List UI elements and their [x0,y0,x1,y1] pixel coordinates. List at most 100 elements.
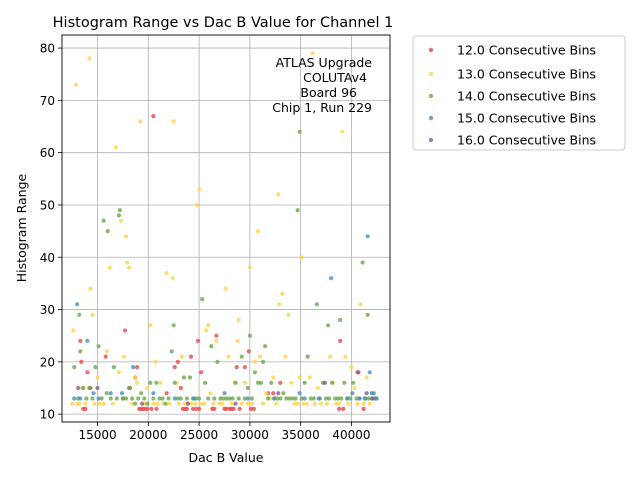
data-point [277,302,282,307]
data-point [278,396,283,401]
data-point [358,302,363,307]
data-point [131,365,136,370]
data-point [271,391,276,396]
annotation-line-4: Chip 1, Run 229 [272,100,372,115]
data-point [154,380,159,385]
data-point [190,406,196,411]
y-tick-label: 10 [40,408,55,422]
legend-label: 13.0 Consecutive Bins [457,67,596,82]
data-point [333,396,338,401]
data-point [204,328,209,333]
data-point [178,396,183,401]
data-point [367,401,372,406]
data-point [337,401,342,406]
data-point [75,302,80,307]
data-point [236,317,241,323]
legend-marker [428,115,434,121]
annotation-line-3: Board 96 [300,85,357,100]
data-point [233,380,238,385]
data-point [343,354,348,359]
data-point [119,391,124,396]
data-point [289,380,294,385]
data-point [110,401,115,406]
data-point [123,234,129,239]
data-point [218,396,223,401]
data-point [307,375,312,380]
scatter-points [70,51,379,411]
data-point [211,401,216,406]
data-point [84,396,89,401]
data-point [130,396,135,401]
data-point [170,276,175,281]
data-point [90,312,95,317]
data-point [233,401,238,406]
data-point [346,401,351,406]
y-tick-label: 50 [40,198,55,212]
data-point [160,396,165,401]
data-point [370,396,375,401]
data-point [249,396,254,401]
data-point [148,323,153,328]
data-point [199,401,204,406]
data-point [326,323,331,328]
legend-label: 12.0 Consecutive Bins [457,43,596,58]
data-point [224,406,229,411]
series-group [72,234,378,401]
data-point [145,401,150,406]
data-point [136,396,141,401]
x-tick-label: 30000 [231,428,269,442]
data-point [252,370,257,375]
data-point [120,396,125,401]
data-point [167,401,172,406]
data-point [365,234,370,239]
data-point [338,317,343,323]
data-point [77,401,82,406]
y-tick-label: 60 [40,146,55,160]
y-tick-label: 80 [40,42,55,56]
data-point [123,396,129,401]
data-point [295,208,300,213]
data-point [171,323,176,328]
data-point [78,396,83,401]
data-point [227,396,232,401]
data-point [314,302,319,307]
data-point [103,354,108,359]
annotation-line-2: COLUTAv4 [303,70,367,85]
data-point [236,396,241,401]
data-point [249,401,254,406]
data-point [77,312,82,317]
data-point [95,385,100,391]
y-tick-label: 70 [40,94,55,108]
data-point [92,401,97,406]
data-point [252,359,257,364]
data-point [345,396,350,401]
data-point [264,391,269,396]
legend-entry: 16.0 Consecutive Bins [428,133,596,148]
data-point [175,396,180,401]
data-point [226,354,231,359]
y-tick-label: 30 [40,303,55,317]
data-point [328,354,333,359]
data-point [90,396,95,401]
data-point [327,396,332,401]
axis-ticks: 15000 20000 25000 30000 35000 40000 10 20 30 40 50… [40,42,371,442]
data-point [367,370,372,375]
data-point [157,396,162,401]
data-point [138,119,143,124]
data-point [323,396,329,401]
y-tick-label: 20 [40,355,55,369]
data-point [96,344,101,349]
data-point [362,396,367,401]
data-point [185,401,190,406]
data-point [149,406,154,411]
x-tick-label: 20000 [129,428,167,442]
data-point [133,401,138,406]
data-point [272,396,277,401]
legend: 12.0 Consecutive Bins 13.0 Consecutive B… [412,35,626,151]
data-point [195,202,200,208]
data-point [237,406,242,411]
data-point [114,396,119,401]
data-point [104,349,109,354]
plot-background [62,35,390,422]
